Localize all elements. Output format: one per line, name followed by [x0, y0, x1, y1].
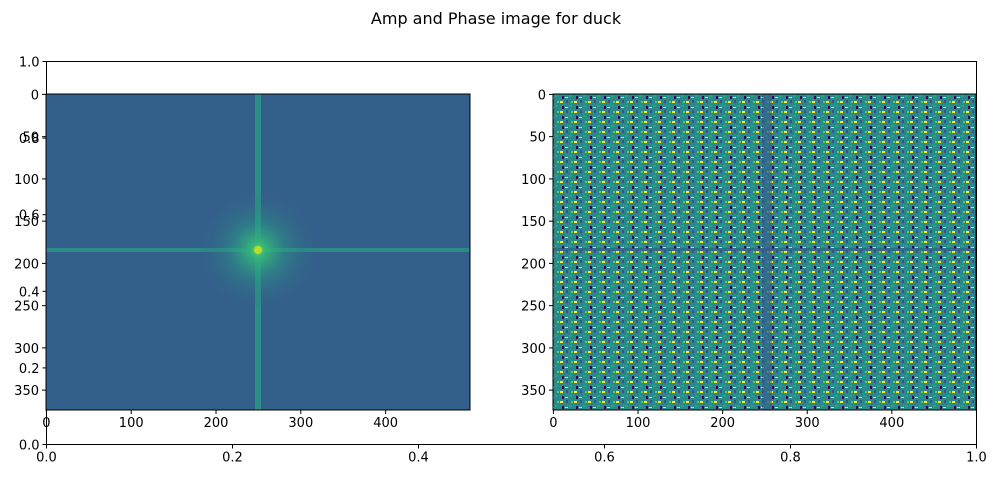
background-x-tick-label: 0.8	[780, 451, 801, 466]
phase-y-tick-label: 50	[529, 131, 546, 146]
background-x-tick-label: 0.4	[408, 451, 429, 466]
amplitude-center-peak	[254, 246, 262, 254]
amplitude-y-tick-label: 250	[14, 300, 39, 315]
phase-x-tick-label: 300	[795, 416, 820, 431]
phase-y-tick-label: 100	[521, 173, 546, 188]
phase-x-ticks: 0 100 200 300 400	[549, 410, 904, 431]
phase-panel: 0 100 200 300 400 0 50 100 150 200 250 300 350	[521, 88, 977, 431]
figure-title: Amp and Phase image for duck	[371, 9, 622, 28]
amplitude-x-tick-label: 300	[288, 416, 313, 431]
phase-y-tick-label: 150	[521, 215, 546, 230]
background-y-tick-label: 0.4	[19, 285, 40, 300]
background-x-tick-label: 0.2	[222, 451, 243, 466]
background-x-tick-label: 0.0	[36, 451, 57, 466]
amplitude-y-tick-label: 100	[14, 173, 39, 188]
background-x-ticks: 0.0 0.2 0.4 0.6 0.8 1.0	[36, 444, 987, 466]
amplitude-x-tick-label: 400	[373, 416, 398, 431]
background-x-tick-label: 1.0	[966, 451, 987, 466]
amplitude-y-tick-label: 200	[14, 257, 39, 272]
background-x-tick-label: 0.6	[594, 451, 615, 466]
phase-horizontal-streak	[553, 248, 976, 251]
background-y-ticks: 0.0 0.2 0.4 0.6 0.8 1.0	[19, 56, 47, 454]
amplitude-y-tick-label: 0	[31, 88, 39, 103]
phase-y-tick-label: 300	[521, 342, 546, 357]
amplitude-y-tick-label: 50	[22, 131, 39, 146]
amplitude-y-tick-label: 150	[14, 215, 39, 230]
amplitude-axes-frame	[45, 93, 471, 411]
amplitude-y-tick-label: 350	[14, 384, 39, 399]
amplitude-x-ticks: 0 100 200 300 400	[42, 410, 398, 431]
phase-x-tick-label: 400	[879, 416, 904, 431]
amplitude-x-tick-label: 200	[204, 416, 229, 431]
phase-y-tick-label: 0	[538, 88, 546, 103]
phase-vertical-streak	[762, 94, 772, 410]
background-y-tick-label: 0.6	[19, 209, 40, 224]
background-y-tick-label: 0.8	[19, 132, 40, 147]
background-y-tick-label: 0.0	[19, 439, 40, 454]
phase-x-tick-label: 100	[626, 416, 651, 431]
amplitude-x-tick-label: 0	[42, 416, 50, 431]
phase-axes-frame	[552, 93, 977, 411]
amplitude-y-ticks: 0 50 100 150 200 250 300 350	[14, 88, 46, 399]
phase-y-tick-label: 250	[521, 300, 546, 315]
phase-y-ticks: 0 50 100 150 200 250 300 350	[521, 88, 553, 399]
amplitude-x-tick-label: 100	[119, 416, 144, 431]
amplitude-y-tick-label: 300	[14, 342, 39, 357]
phase-x-tick-label: 0	[549, 416, 557, 431]
phase-x-tick-label: 200	[710, 416, 735, 431]
background-y-tick-label: 1.0	[19, 56, 40, 71]
phase-y-tick-label: 200	[521, 257, 546, 272]
background-y-tick-label: 0.2	[19, 362, 40, 377]
phase-y-tick-label: 350	[521, 384, 546, 399]
background-axes: 0.0 0.2 0.4 0.6 0.8 1.0 0.0 0.2 0.4 0.6 0.8 1.0	[19, 56, 987, 466]
amplitude-panel: 0 100 200 300 400 0 50 100 150 200 250 300 350	[14, 88, 471, 431]
